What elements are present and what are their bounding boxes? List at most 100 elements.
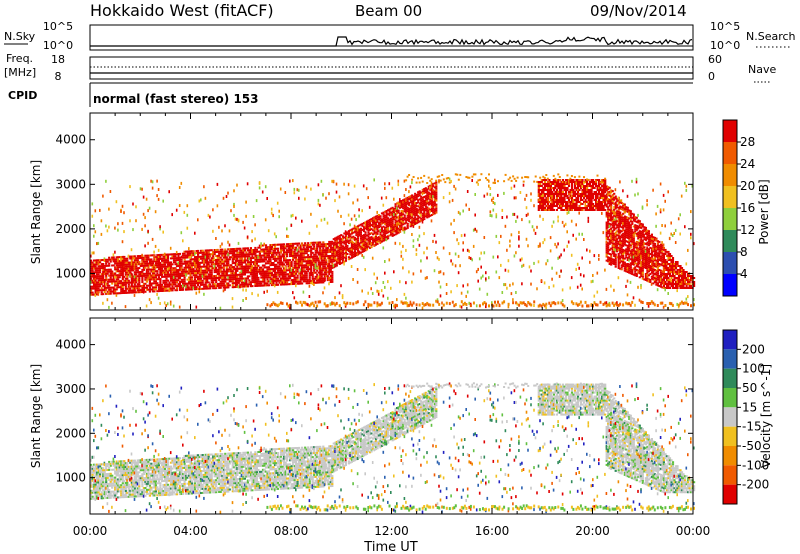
echo-cell (522, 263, 525, 267)
echo-cell (144, 264, 147, 267)
echo-cell (163, 267, 167, 270)
echo-cell (543, 304, 546, 308)
echo-cell (589, 191, 592, 193)
echo-cell (515, 179, 518, 182)
echo-cell (397, 201, 400, 205)
echo-cell (586, 201, 589, 203)
echo-cell (570, 187, 574, 189)
echo-cell (269, 282, 272, 285)
echo-cell (102, 293, 105, 296)
echo-cell (374, 237, 378, 240)
echo-cell (270, 246, 274, 248)
echo-cell (273, 302, 276, 306)
echo-cell (319, 267, 322, 270)
echo-cell (183, 262, 186, 265)
echo-cell (414, 210, 417, 213)
echo-cell (108, 284, 111, 287)
echo-cell (343, 301, 346, 305)
echo-cell (231, 258, 234, 261)
echo-cell (93, 267, 96, 270)
echo-cell (239, 261, 242, 264)
echo-cell (311, 251, 314, 254)
echo-cell (320, 249, 323, 253)
echo-cell (117, 282, 120, 285)
echo-cell (124, 263, 127, 266)
echo-cell (240, 263, 243, 266)
echo-cell (364, 243, 367, 246)
echo-cell (94, 287, 97, 290)
echo-cell (314, 277, 317, 280)
echo-cell (573, 195, 577, 197)
echo-cell (178, 287, 182, 289)
echo-cell (207, 267, 210, 270)
echo-cell (227, 258, 230, 261)
echo-cell (409, 201, 412, 204)
echo-cell (454, 264, 457, 268)
echo-cell (346, 246, 349, 249)
echo-cell (224, 286, 227, 289)
echo-cell (564, 209, 568, 211)
echo-cell (151, 286, 154, 289)
echo-cell (589, 201, 592, 203)
echo-cell (554, 181, 557, 183)
echo-cell (412, 239, 415, 243)
echo-cell (136, 267, 139, 270)
echo-cell (218, 284, 221, 287)
echo-cell (270, 262, 274, 264)
echo-cell (147, 229, 149, 233)
echo-cell (506, 215, 508, 219)
echo-cell (194, 282, 197, 285)
echo-cell (138, 283, 141, 286)
echo-cell (201, 253, 204, 256)
echo-cell (344, 257, 347, 260)
echo-cell (302, 264, 305, 267)
echo-cell (178, 252, 182, 255)
echo-cell (94, 269, 97, 272)
echo-cell (482, 274, 484, 278)
echo-cell (151, 288, 154, 291)
echo-cell (453, 218, 455, 222)
echo-cell (257, 254, 260, 257)
echo-cell (292, 254, 295, 257)
echo-cell (402, 207, 405, 210)
echo-cell (225, 274, 228, 277)
echo-cell (376, 232, 379, 235)
echo-cell (537, 304, 540, 308)
echo-cell (154, 264, 157, 267)
echo-cell (281, 243, 284, 246)
echo-cell (121, 288, 124, 290)
echo-cell (549, 203, 552, 205)
echo-cell (356, 300, 359, 304)
echo-cell (325, 273, 328, 276)
echo-cell (384, 182, 386, 186)
echo-cell (406, 210, 409, 213)
echo-cell (94, 263, 97, 266)
echo-cell (563, 205, 566, 207)
echo-cell (311, 241, 314, 244)
echo-cell (412, 209, 415, 212)
echo-cell (266, 252, 269, 255)
echo-cell (421, 190, 424, 193)
echo-cell (310, 249, 313, 252)
echo-cell (248, 253, 251, 256)
echo-cell (341, 247, 344, 250)
echo-cell (307, 246, 310, 249)
echo-cell (325, 267, 328, 270)
echo-cell (358, 208, 360, 212)
echo-cell (257, 278, 260, 281)
freq-tick-top: 18 (51, 53, 65, 66)
echo-cell (427, 197, 430, 200)
echo-cell (557, 207, 560, 209)
echo-cell (598, 181, 601, 183)
echo-cell (424, 197, 427, 200)
echo-cell (453, 184, 455, 188)
echo-cell (433, 196, 436, 199)
echo-cell (290, 279, 293, 282)
echo-cell (234, 280, 237, 282)
echo-cell (335, 252, 338, 255)
echo-cell (166, 253, 170, 256)
echo-cell (281, 269, 284, 272)
echo-cell (219, 306, 222, 310)
echo-cell (362, 238, 366, 241)
echo-cell (539, 207, 542, 209)
